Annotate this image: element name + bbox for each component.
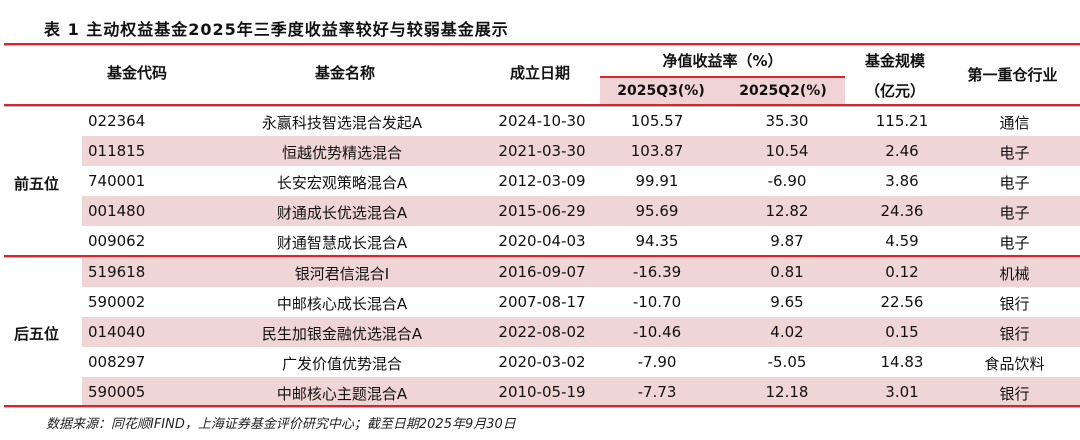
header-q3: 2025Q3(%): [617, 83, 705, 99]
fund-code: 022364: [88, 112, 146, 130]
fund-name: 长安宏观策略混合A: [276, 174, 408, 192]
table-row: 740001 长安宏观策略混合A 2012-03-09 99.91 -6.90 3.86 电…: [82, 166, 1080, 196]
return-q2: 9.65: [770, 293, 804, 311]
header-date: 成立日期: [509, 64, 570, 82]
inception-date: 2012-03-09: [498, 172, 586, 190]
top-industry: 通信: [999, 114, 1030, 132]
header-q2: 2025Q2(%): [739, 83, 827, 99]
header-return: 净值收益率（%）: [662, 52, 783, 70]
divider: [4, 43, 1080, 46]
divider: [4, 255, 1080, 258]
return-q2: 10.54: [765, 142, 809, 160]
header-code: 基金代码: [106, 64, 167, 82]
fund-code: 011815: [88, 142, 146, 160]
inception-date: 2020-04-03: [498, 232, 586, 250]
group-label-bottom: 后五位: [14, 325, 60, 343]
fund-code: 008297: [88, 353, 146, 371]
header-industry: 第一重仓行业: [967, 66, 1058, 84]
return-q2: 4.02: [770, 323, 804, 341]
fund-name: 永赢科技智选混合发起A: [261, 114, 423, 132]
top-industry: 电子: [999, 174, 1030, 192]
fund-scale: 115.21: [875, 112, 929, 130]
fund-scale: 24.36: [880, 202, 924, 220]
inception-date: 2024-10-30: [498, 112, 586, 130]
return-q2: 12.82: [765, 202, 809, 220]
return-q3: 103.87: [630, 142, 684, 160]
return-q3: 95.69: [635, 202, 679, 220]
inception-date: 2010-05-19: [498, 383, 586, 401]
table-row: 519618 银河君信混合I 2016-09-07 -16.39 0.81 0.12 机械: [82, 257, 1080, 287]
divider: [4, 104, 1080, 107]
table-row: 011815 恒越优势精选混合 2021-03-30 103.87 10.54 2.46 电…: [82, 136, 1080, 166]
return-q2: -6.90: [767, 172, 807, 190]
fund-name: 中邮核心主题混合A: [276, 385, 408, 403]
table-row: 590005 中邮核心主题混合A 2010-05-19 -7.73 12.18 3.01 银…: [82, 377, 1080, 407]
return-q2: 12.18: [765, 383, 809, 401]
header-return-sub: 2025Q3(%) 2025Q2(%): [600, 76, 845, 106]
fund-scale: 0.12: [885, 263, 919, 281]
fund-scale: 0.15: [885, 323, 919, 341]
top-industry: 电子: [999, 144, 1030, 162]
table-row: 590002 中邮核心成长混合A 2007-08-17 -10.70 9.65 22.56…: [82, 287, 1080, 317]
source-note: 数据来源：同花顺IFIND，上海证券基金评价研究中心；截至日期2025年9月30…: [46, 417, 516, 432]
return-q2: 0.81: [770, 263, 804, 281]
top-industry: 银行: [999, 295, 1030, 313]
inception-date: 2022-08-02: [498, 323, 586, 341]
table-row: 014040 民生加银金融优选混合A 2022-08-02 -10.46 4.02 0.1…: [82, 317, 1080, 347]
return-q3: -7.73: [637, 383, 677, 401]
return-q3: 99.91: [635, 172, 679, 190]
fund-name: 民生加银金融优选混合A: [261, 325, 423, 343]
fund-name: 财通智慧成长混合A: [276, 234, 408, 252]
top-industry: 电子: [999, 234, 1030, 252]
fund-scale: 22.56: [880, 293, 924, 311]
inception-date: 2021-03-30: [498, 142, 586, 160]
fund-scale: 2.46: [885, 142, 919, 160]
top-industry: 银行: [999, 385, 1030, 403]
top-industry: 银行: [999, 325, 1030, 343]
inception-date: 2015-06-29: [498, 202, 586, 220]
fund-scale: 3.01: [885, 383, 919, 401]
fund-scale: 4.59: [885, 232, 919, 250]
fund-name: 恒越优势精选混合: [281, 144, 402, 162]
top-industry: 食品饮料: [984, 355, 1045, 373]
fund-code: 590002: [88, 293, 146, 311]
header-name: 基金名称: [314, 64, 375, 82]
return-q3: 105.57: [630, 112, 684, 130]
fund-code: 014040: [88, 323, 146, 341]
header-scale: 基金规模: [864, 52, 925, 70]
inception-date: 2016-09-07: [498, 263, 586, 281]
table-row: 001480 财通成长优选混合A 2015-06-29 95.69 12.82 24.36…: [82, 196, 1080, 226]
return-q3: -10.70: [632, 293, 682, 311]
inception-date: 2020-03-02: [498, 353, 586, 371]
return-q3: -10.46: [632, 323, 682, 341]
table-row: 009062 财通智慧成长混合A 2020-04-03 94.35 9.87 4.59 电子: [82, 226, 1080, 256]
table-row: 022364 永赢科技智选混合发起A 2024-10-30 105.57 35.30 11…: [82, 106, 1080, 136]
fund-code: 740001: [88, 172, 146, 190]
fund-name: 中邮核心成长混合A: [276, 295, 408, 313]
fund-code: 590005: [88, 383, 146, 401]
return-q2: -5.05: [767, 353, 807, 371]
return-q3: 94.35: [635, 232, 679, 250]
fund-name: 银河君信混合I: [294, 265, 390, 283]
return-q2: 9.87: [770, 232, 804, 250]
top-industry: 机械: [999, 265, 1030, 283]
return-q2: 35.30: [765, 112, 809, 130]
inception-date: 2007-08-17: [498, 293, 586, 311]
fund-code: 001480: [88, 202, 146, 220]
fund-code: 519618: [88, 263, 146, 281]
fund-code: 009062: [88, 232, 146, 250]
header-scale-unit: （亿元）: [864, 82, 925, 100]
fund-scale: 14.83: [880, 353, 924, 371]
divider: [4, 405, 1080, 408]
return-q3: -16.39: [632, 263, 682, 281]
group-label-top: 前五位: [14, 175, 60, 193]
fund-name: 广发价值优势混合: [281, 355, 402, 373]
fund-name: 财通成长优选混合A: [276, 204, 408, 222]
fund-scale: 3.86: [885, 172, 919, 190]
table-title: 表 1 主动权益基金2025年三季度收益率较好与较弱基金展示: [44, 20, 509, 39]
top-industry: 电子: [999, 204, 1030, 222]
return-q3: -7.90: [637, 353, 677, 371]
table-row: 008297 广发价值优势混合 2020-03-02 -7.90 -5.05 14.83 食…: [82, 347, 1080, 377]
